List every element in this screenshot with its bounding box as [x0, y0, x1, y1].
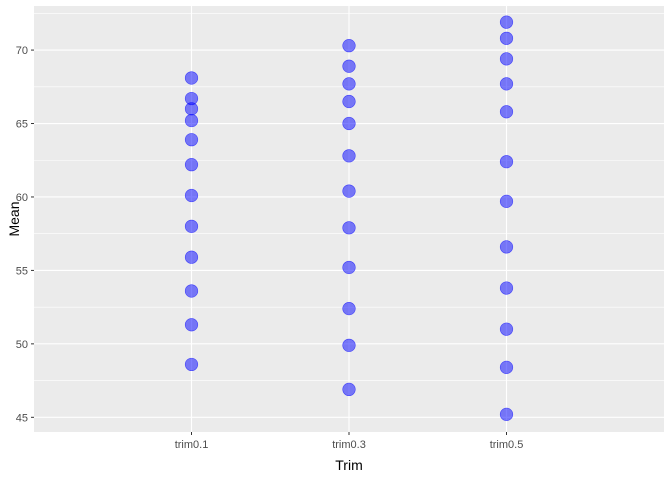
- data-point: [342, 302, 356, 316]
- x-axis-title: Trim: [335, 457, 362, 473]
- y-tick-label: 50: [16, 339, 28, 351]
- data-point: [499, 407, 514, 421]
- data-point: [342, 149, 356, 163]
- data-point: [499, 322, 514, 336]
- data-point: [342, 260, 356, 275]
- data-point: [499, 15, 514, 29]
- y-tick-label: 60: [16, 192, 28, 204]
- data-point: [499, 240, 514, 254]
- y-tick-label: 45: [16, 412, 28, 424]
- data-point: [342, 382, 356, 397]
- data-point: [499, 105, 514, 119]
- x-axis-ticks: trim0.1 trim0.3 trim0.5: [175, 432, 524, 451]
- data-point: [342, 116, 356, 131]
- data-point: [342, 221, 356, 235]
- data-point: [342, 59, 356, 73]
- data-point: [184, 284, 199, 298]
- data-point: [184, 188, 199, 203]
- y-tick-label: 70: [16, 45, 28, 57]
- data-point: [184, 318, 199, 332]
- y-tick-label: 65: [16, 119, 28, 131]
- data-point: [499, 77, 514, 91]
- y-axis-ticks: 45 50 55 60 65 70: [16, 45, 34, 424]
- data-point: [499, 31, 514, 45]
- x-tick-label: trim0.3: [332, 439, 366, 451]
- data-point: [342, 184, 356, 198]
- data-point: [184, 219, 199, 233]
- data-points: [184, 15, 514, 421]
- data-point: [499, 360, 514, 374]
- data-point: [184, 113, 199, 128]
- data-point: [499, 52, 514, 66]
- data-point: [184, 357, 199, 372]
- data-point: [342, 338, 356, 352]
- data-point: [499, 194, 514, 208]
- y-tick-label: 55: [16, 265, 28, 277]
- data-point: [342, 39, 356, 53]
- data-point: [184, 133, 199, 147]
- data-point: [184, 250, 199, 264]
- x-tick-label: trim0.1: [175, 439, 209, 451]
- data-point: [342, 77, 356, 91]
- data-point: [184, 91, 199, 106]
- y-axis-title: Mean: [6, 201, 22, 236]
- data-point: [499, 155, 514, 169]
- data-point: [184, 158, 199, 172]
- x-tick-label: trim0.5: [490, 439, 524, 451]
- data-point: [184, 71, 199, 85]
- data-point: [499, 281, 514, 295]
- data-point: [342, 94, 356, 109]
